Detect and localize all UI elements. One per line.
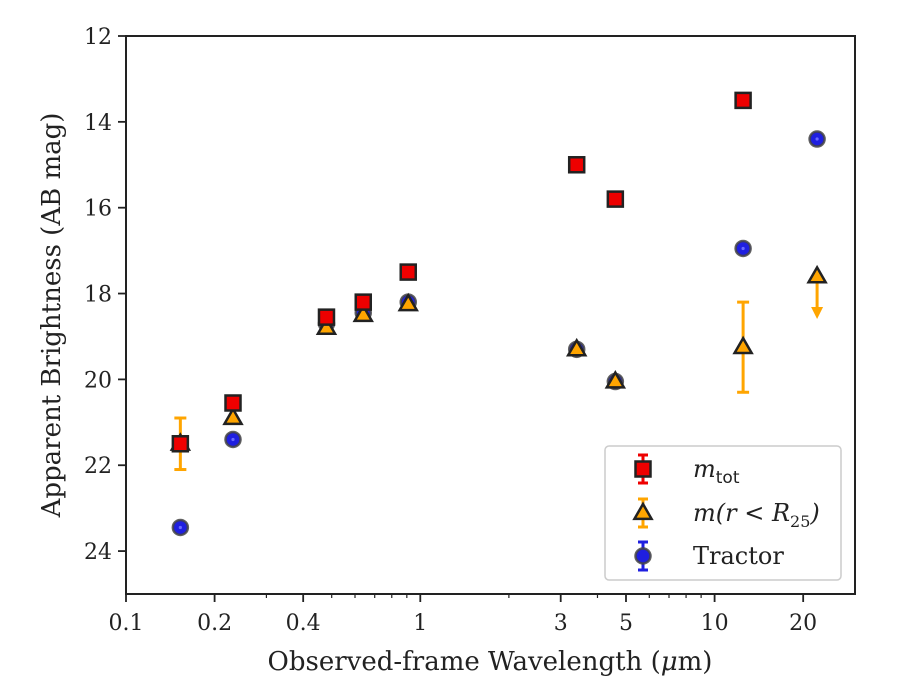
legend-label-m-r-r25: m(r < R25) xyxy=(693,499,820,531)
legend-frame xyxy=(604,445,842,581)
mtot-point-7 xyxy=(734,91,752,110)
ticks-layer: 0.1 0.2 0.4 1 3 5 10 20 12 14 16 18 20 22 24 xyxy=(84,25,817,636)
legend-marker-m-r-r25 xyxy=(632,501,654,521)
series-m-r-r25 xyxy=(169,264,828,472)
plot-layer xyxy=(169,91,828,537)
legend-entry-mtot: mtot xyxy=(634,453,740,488)
x-tick-label-5: 5 xyxy=(619,611,633,636)
m-r-r25-point-1 xyxy=(222,406,244,426)
tractor-point-dot-7 xyxy=(741,246,745,251)
mtot-point-4 xyxy=(399,263,417,281)
m-r-r25-point-5 xyxy=(565,337,588,357)
x-tick-label-3: 1 xyxy=(413,611,427,636)
legend-marker-mtot xyxy=(634,460,652,478)
legend-entry-m-r-r25: m(r < R25) xyxy=(632,497,820,531)
y-tick-label-6: 24 xyxy=(84,540,112,565)
mtot-point-2 xyxy=(317,308,336,326)
m-r-r25-limit-arrow-8 xyxy=(811,307,824,319)
y-tick-label-4: 20 xyxy=(84,368,112,393)
m-r-r25-point-3 xyxy=(352,303,374,323)
plot-frame xyxy=(125,35,856,595)
y-tick-label-2: 16 xyxy=(84,197,112,222)
x-tick-label-2: 0.4 xyxy=(286,611,321,636)
y-axis-label: Apparent Brightness (AB mag) xyxy=(37,113,67,519)
x-tick-label-6: 10 xyxy=(701,611,729,636)
x-tick-label-4: 3 xyxy=(554,611,568,636)
series-mtot xyxy=(171,91,752,453)
mtot-point-5 xyxy=(567,156,586,174)
legend-marker-tractor xyxy=(634,547,652,565)
x-tick-label-7: 20 xyxy=(789,611,817,636)
m-r-r25-point-4 xyxy=(397,292,419,312)
m-r-r25-point-6 xyxy=(604,370,627,389)
m-r-r25-point-2 xyxy=(315,316,338,335)
mtot-point-3 xyxy=(354,293,373,311)
legend-label-tractor: Tractor xyxy=(693,542,784,570)
x-axis-label: Observed-frame Wavelength (μm) xyxy=(268,647,713,677)
tractor-point-dot-8 xyxy=(815,137,819,141)
legend-label-mtot: mtot xyxy=(693,455,740,488)
y-tick-label-3: 18 xyxy=(84,283,112,308)
x-tick-label-0: 0.1 xyxy=(109,611,144,636)
y-tick-label-0: 12 xyxy=(84,25,112,50)
legend-entry-tractor: Tractor xyxy=(634,540,784,572)
y-tick-label-1: 14 xyxy=(84,111,112,136)
m-r-r25-point-7 xyxy=(732,335,754,355)
legend: mtot m(r < R25) Tractor xyxy=(604,445,842,581)
mtot-point-0 xyxy=(171,435,190,453)
tractor-point-dot-1 xyxy=(231,437,235,442)
tractor-point-dot-0 xyxy=(178,525,182,530)
y-tick-label-5: 22 xyxy=(84,454,112,479)
m-r-r25-point-8 xyxy=(806,264,828,284)
x-tick-label-1: 0.2 xyxy=(197,611,232,636)
mtot-point-1 xyxy=(224,394,242,412)
mtot-point-6 xyxy=(606,190,625,208)
